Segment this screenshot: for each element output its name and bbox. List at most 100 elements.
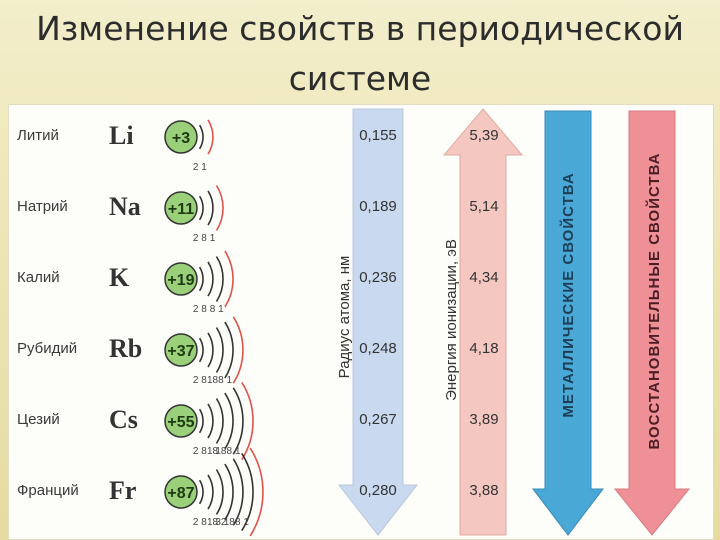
electron-shell [207, 474, 214, 510]
energy-label: Энергия ионизации, эВ [443, 239, 460, 401]
shell-electron-count: 18 [207, 446, 219, 457]
nucleus [164, 191, 198, 225]
electron-shell [207, 403, 214, 439]
reducing-label: ВОССТАНОВИТЕЛЬНЫЕ СВОЙСТВА [646, 152, 663, 450]
outer-electron-shell [241, 381, 254, 461]
nucleus [164, 262, 198, 296]
outer-electron-shell [215, 185, 224, 231]
energy-value: 5,14 [469, 198, 499, 215]
element-name: Франций [17, 482, 79, 499]
electron-shell [198, 124, 204, 150]
shell-electron-count: 1 [201, 162, 207, 173]
radius-label: Радиус атома, нм [336, 255, 353, 379]
radius-value: 0,267 [359, 411, 397, 428]
shell-electron-count: 8 [218, 375, 224, 386]
electron-shell [207, 190, 214, 226]
nucleus [164, 120, 198, 154]
electron-shell [198, 337, 204, 363]
nucleus-charge: +55 [167, 414, 194, 431]
nucleus-charge: +11 [168, 201, 194, 218]
shell-electron-count: 8 [201, 517, 207, 528]
outer-electron-shell [224, 250, 234, 308]
element-name: Цезий [17, 411, 60, 428]
electron-shell [198, 266, 204, 292]
outer-electron-shell [232, 316, 244, 384]
element-symbol: Fr [109, 476, 137, 505]
shell-electron-count: 8 [201, 304, 207, 315]
radius-value: 0,189 [359, 198, 397, 215]
element-symbol: Li [109, 121, 134, 150]
shell-electron-count: 1 [227, 375, 233, 386]
shell-electron-count: 1 [235, 446, 241, 457]
energy-value: 3,89 [469, 411, 499, 428]
element-symbol: K [109, 263, 130, 292]
shell-electron-count: 1 [210, 233, 216, 244]
electron-shell [241, 452, 254, 532]
nucleus-charge: +19 [167, 272, 194, 289]
nucleus-charge: +87 [167, 485, 194, 502]
electron-shell [198, 479, 204, 505]
nucleus [164, 404, 198, 438]
nucleus-charge: +37 [167, 343, 194, 360]
nucleus-charge: +3 [172, 130, 190, 147]
element-symbol: Cs [109, 405, 138, 434]
electron-shell [224, 392, 234, 450]
element-name: Калий [17, 269, 60, 286]
shell-electron-count: 18 [207, 375, 219, 386]
radius-value: 0,236 [359, 269, 397, 286]
electron-shell [232, 387, 244, 455]
nucleus [164, 333, 198, 367]
element-name: Литий [17, 127, 59, 144]
energy-value: 4,18 [469, 340, 499, 357]
shell-electron-count: 18 [207, 517, 219, 528]
shell-electron-count: 2 [193, 517, 199, 528]
electron-shell [215, 256, 224, 302]
outer-electron-shell [207, 119, 214, 155]
shell-electron-count: 1 [218, 304, 224, 315]
nucleus [164, 475, 198, 509]
diagram-panel: +3 2 1 +11 2 8 1 +19 2 8 8 1 +37 2 8 18 8 1 +55 2 8 18 18 8 1 +87… [8, 104, 714, 540]
electron-shell [224, 321, 234, 379]
shell-electron-count: 2 [193, 446, 199, 457]
radius-value: 0,280 [359, 482, 397, 499]
reducing-arrow [613, 110, 691, 536]
shell-electron-count: 8 [210, 304, 216, 315]
energy-value: 3,88 [469, 482, 499, 499]
shell-electron-count: 8 [235, 517, 241, 528]
element-symbol: Na [109, 192, 141, 221]
electron-shell [215, 327, 224, 373]
shell-electron-count: 18 [215, 446, 227, 457]
shell-electron-count: 8 [201, 375, 207, 386]
shell-electron-count: 1 [243, 517, 249, 528]
radius-value: 0,248 [359, 340, 397, 357]
radius-arrow [337, 108, 419, 536]
element-name: Рубидий [17, 340, 78, 357]
page-title: Изменение свойств в периодической систем… [36, 9, 684, 98]
electron-shell [198, 408, 204, 434]
element-name: Натрий [17, 198, 68, 215]
shell-electron-count: 8 [201, 233, 207, 244]
electron-shell [215, 469, 224, 515]
electron-shell [215, 398, 224, 444]
shell-electron-count: 8 [201, 446, 207, 457]
shell-electron-count: 18 [224, 517, 236, 528]
shell-electron-count: 2 [193, 304, 199, 315]
metallic-label: МЕТАЛЛИЧЕСКИЕ СВОЙСТВА [560, 172, 577, 418]
energy-arrow [442, 108, 524, 536]
shell-electron-count: 2 [193, 162, 199, 173]
shell-electron-count: 2 [193, 375, 199, 386]
electron-shell [198, 195, 204, 221]
electron-shell [207, 332, 214, 368]
element-symbol: Rb [109, 334, 143, 363]
shell-electron-count: 2 [193, 233, 199, 244]
electron-shell [224, 463, 234, 521]
energy-value: 4,34 [469, 269, 499, 286]
outer-electron-shell [249, 447, 264, 537]
radius-value: 0,155 [359, 127, 397, 144]
shell-electron-count: 8 [227, 446, 233, 457]
electron-shell [232, 458, 244, 526]
energy-value: 5,39 [469, 127, 499, 144]
electron-shell [207, 261, 214, 297]
